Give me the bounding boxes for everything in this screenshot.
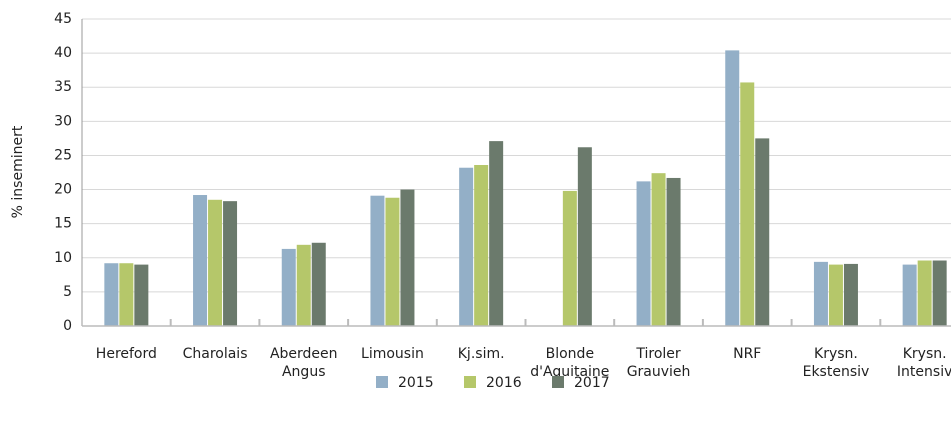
- legend-label: 2015: [398, 375, 434, 391]
- bar: [828, 264, 843, 326]
- x-tick-label: Aberdeen Angus: [270, 346, 338, 380]
- legend-label: 2016: [486, 375, 522, 391]
- bar: [740, 82, 755, 327]
- bar: [459, 167, 474, 326]
- x-tick-label: NRF: [733, 346, 761, 362]
- y-tick-label: 35: [54, 79, 72, 95]
- y-tick-label: 30: [54, 113, 72, 129]
- y-tick-label: 5: [63, 284, 72, 300]
- bar: [932, 260, 947, 326]
- x-tick-label: Hereford: [96, 346, 157, 362]
- x-tick-label: Krysn. Ekstensiv: [803, 346, 870, 380]
- bar: [917, 260, 932, 326]
- y-tick-label: 45: [54, 11, 72, 27]
- y-tick-label: 15: [54, 216, 72, 232]
- bar: [208, 199, 223, 326]
- bar: [489, 141, 504, 326]
- x-tick-label: Limousin: [361, 346, 424, 362]
- bar: [385, 197, 400, 326]
- bar: [281, 248, 296, 326]
- bar: [474, 164, 489, 326]
- x-tick-label: Krysn. Intensiv: [897, 346, 951, 380]
- bar: [296, 244, 311, 326]
- bar: [104, 263, 119, 326]
- bar: [311, 242, 326, 326]
- y-axis-label: % inseminert: [10, 125, 26, 218]
- legend-swatch: [464, 376, 476, 388]
- bar: [400, 189, 415, 326]
- legend-label: 2017: [574, 375, 610, 391]
- y-tick-label: 20: [54, 182, 72, 198]
- bar: [902, 264, 917, 326]
- bar: [119, 263, 134, 326]
- y-tick-label: 40: [54, 45, 72, 61]
- y-tick-label: 0: [63, 318, 72, 334]
- x-tick-label: Kj.sim.: [458, 346, 505, 362]
- bar: [636, 181, 651, 326]
- bar: [562, 190, 577, 326]
- x-tick-label: Tiroler Grauvieh: [627, 346, 691, 380]
- legend-swatch: [376, 376, 388, 388]
- bar: [666, 177, 681, 326]
- x-tick-label: Charolais: [183, 346, 248, 362]
- bar: [651, 173, 666, 326]
- bar: [577, 147, 592, 326]
- bar: [755, 138, 770, 326]
- x-tick-label: Blonde d'Aquitaine: [530, 346, 609, 380]
- bar: [193, 195, 208, 326]
- bar: [843, 263, 858, 326]
- y-tick-label: 25: [54, 147, 72, 163]
- bar: [725, 50, 740, 326]
- bar: [813, 261, 828, 326]
- bar: [134, 264, 149, 326]
- bar: [223, 201, 238, 326]
- y-tick-label: 10: [54, 250, 72, 266]
- bar: [370, 195, 385, 326]
- legend-swatch: [552, 376, 564, 388]
